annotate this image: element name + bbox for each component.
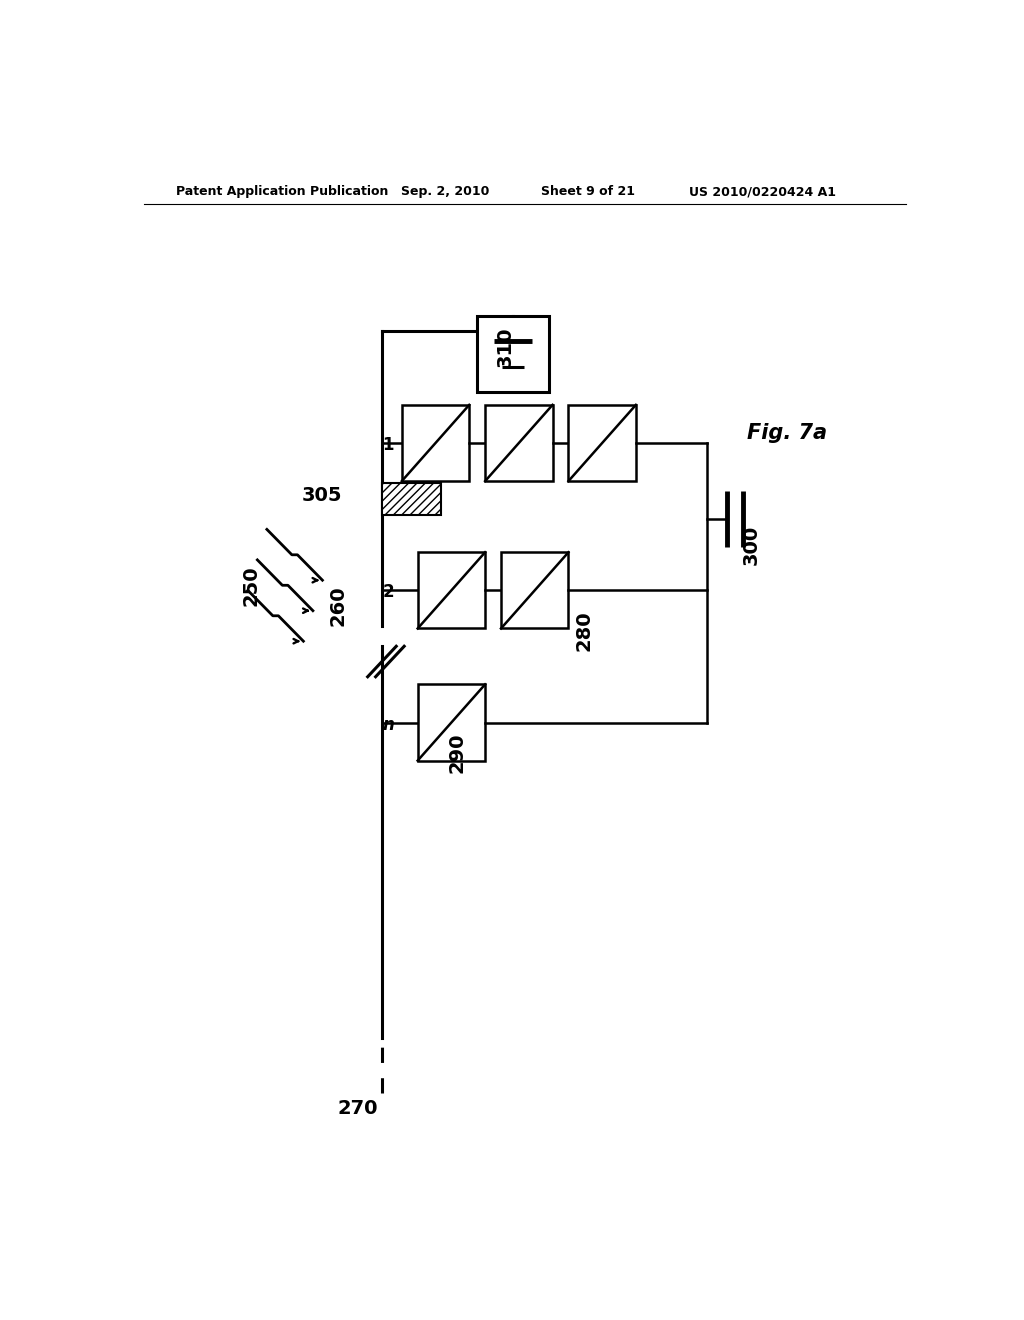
Bar xyxy=(418,552,485,628)
Bar xyxy=(401,405,469,480)
Bar xyxy=(382,483,441,515)
Text: 270: 270 xyxy=(338,1100,379,1118)
Bar xyxy=(568,405,636,480)
Text: 2: 2 xyxy=(383,583,394,602)
Text: 280: 280 xyxy=(574,611,594,651)
Bar xyxy=(501,552,568,628)
Text: 1: 1 xyxy=(383,436,394,454)
Text: Sep. 2, 2010: Sep. 2, 2010 xyxy=(401,185,489,198)
Text: 300: 300 xyxy=(741,524,761,565)
Text: Fig. 7a: Fig. 7a xyxy=(746,422,826,442)
Text: US 2010/0220424 A1: US 2010/0220424 A1 xyxy=(689,185,837,198)
Text: 260: 260 xyxy=(329,585,348,626)
Bar xyxy=(485,405,553,480)
Text: 310: 310 xyxy=(496,326,514,367)
Text: 250: 250 xyxy=(242,565,260,606)
Text: 290: 290 xyxy=(447,733,467,774)
Text: 305: 305 xyxy=(302,486,343,506)
Text: Sheet 9 of 21: Sheet 9 of 21 xyxy=(542,185,635,198)
Text: Patent Application Publication: Patent Application Publication xyxy=(176,185,388,198)
Text: n: n xyxy=(382,715,394,734)
Bar xyxy=(418,684,485,760)
Bar xyxy=(477,315,549,392)
